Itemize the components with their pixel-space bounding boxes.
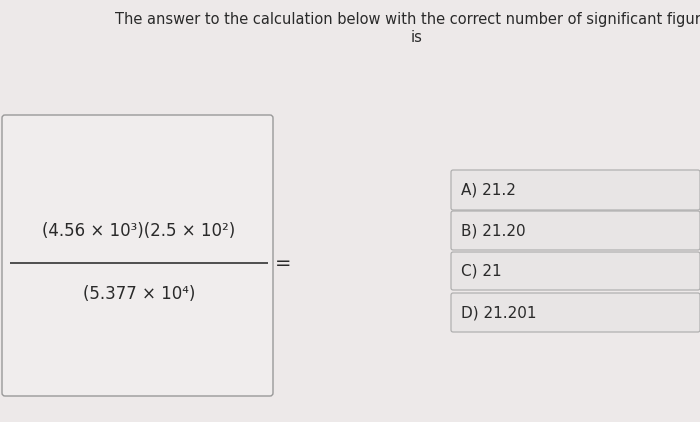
Text: =: = [275, 254, 291, 273]
Text: D) 21.201: D) 21.201 [461, 305, 536, 320]
Text: C) 21: C) 21 [461, 263, 502, 279]
FancyBboxPatch shape [451, 170, 700, 210]
Text: is: is [411, 30, 422, 45]
Text: A) 21.2: A) 21.2 [461, 182, 516, 197]
FancyBboxPatch shape [451, 293, 700, 332]
Text: (4.56 × 10³)(2.5 × 10²): (4.56 × 10³)(2.5 × 10²) [43, 222, 236, 240]
Text: B) 21.20: B) 21.20 [461, 223, 526, 238]
FancyBboxPatch shape [451, 211, 700, 250]
FancyBboxPatch shape [2, 115, 273, 396]
FancyBboxPatch shape [451, 252, 700, 290]
Text: The answer to the calculation below with the correct number of significant figur: The answer to the calculation below with… [116, 12, 700, 27]
Text: (5.377 × 10⁴): (5.377 × 10⁴) [83, 285, 195, 303]
